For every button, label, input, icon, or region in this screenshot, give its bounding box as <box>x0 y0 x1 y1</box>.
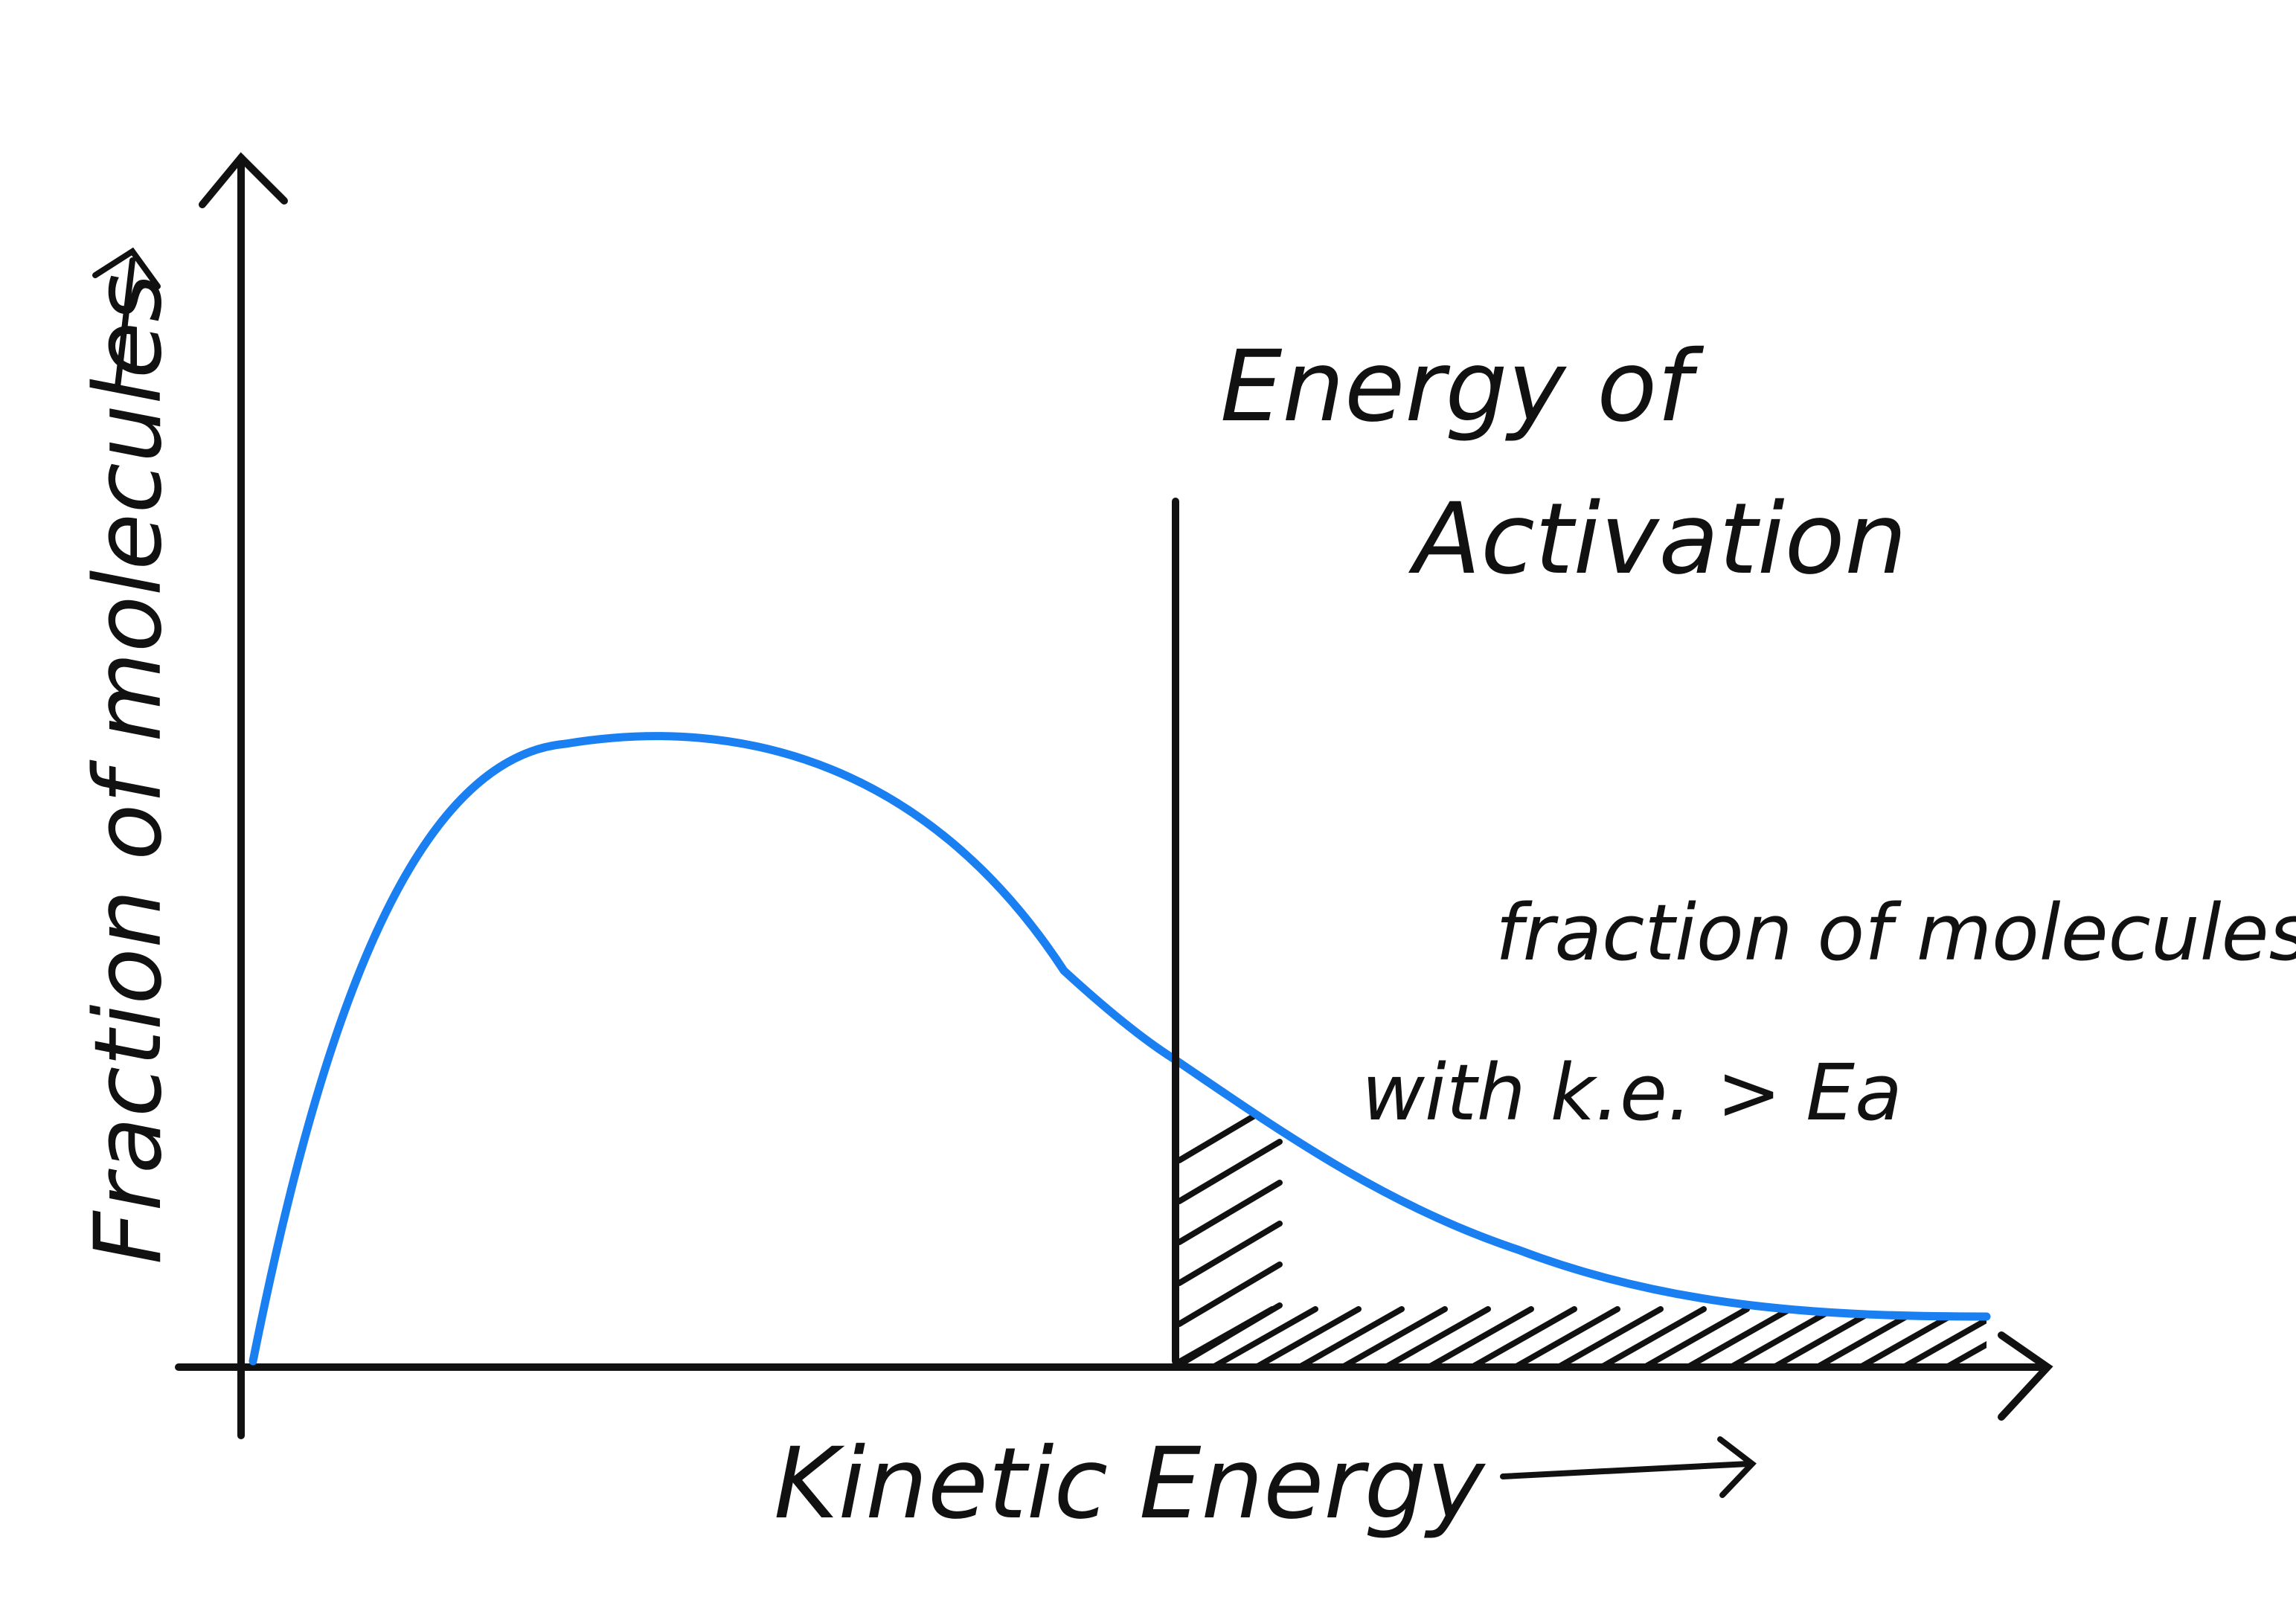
y-axis-label-group: Fraction of molecules <box>75 251 182 1264</box>
y-axis-label: Fraction of molecules <box>75 274 182 1264</box>
x-axis-label-arrow <box>1503 1439 1752 1495</box>
x-axis-label-group: Kinetic Energy <box>774 1427 1752 1541</box>
shaded-region <box>1161 1101 2135 1372</box>
activation-energy-label: Energy of Activation <box>1220 330 1907 597</box>
y-axis <box>202 158 284 1436</box>
activation-label-line1: Energy of <box>1220 330 1705 444</box>
hatch-lines <box>1161 1101 2135 1372</box>
activation-label-line2: Activation <box>1408 482 1907 597</box>
x-axis-arrowhead <box>2001 1335 2048 1417</box>
shaded-region-label: fraction of molecules with k.e. > Ea <box>1362 887 2296 1138</box>
shaded-label-line1: fraction of molecules <box>1495 887 2296 978</box>
shaded-label-line2: with k.e. > Ea <box>1362 1047 1902 1138</box>
x-axis-label: Kinetic Energy <box>774 1427 1486 1541</box>
